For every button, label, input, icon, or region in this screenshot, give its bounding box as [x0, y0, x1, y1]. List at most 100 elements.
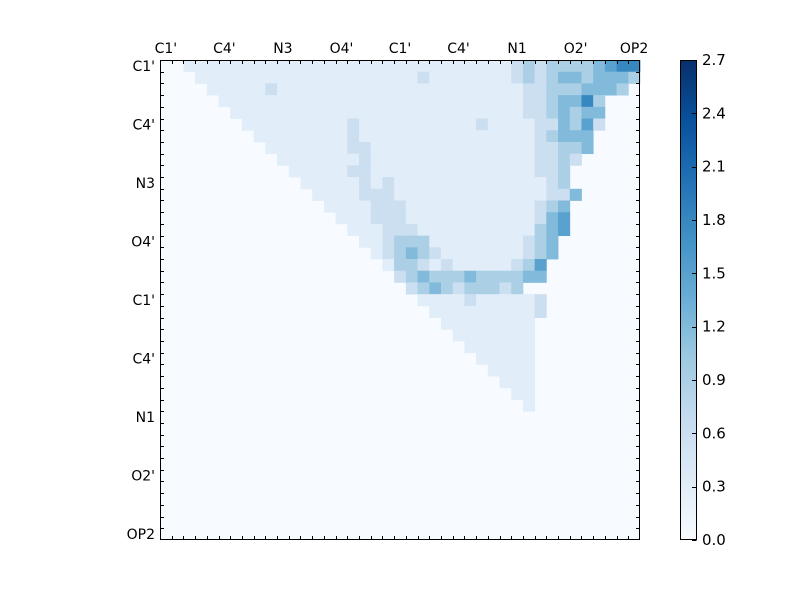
heatmap-cell [464, 223, 477, 237]
heatmap-cell [382, 235, 395, 248]
colorbar-tick-label: 2.1 [702, 158, 726, 176]
heatmap-cell [546, 212, 559, 225]
heatmap-cell [300, 71, 313, 84]
heatmap-cell [370, 106, 383, 119]
heatmap-cell [499, 212, 512, 225]
heatmap-cell [405, 165, 418, 178]
heatmap-cell [452, 270, 465, 283]
heatmap-cell [253, 118, 266, 131]
heatmap-cell [487, 282, 500, 295]
heatmap-cell [452, 60, 465, 73]
heatmap-cell [265, 130, 278, 143]
heatmap-cell [429, 106, 442, 119]
heatmap-cell [604, 71, 617, 84]
heatmap-cell [359, 130, 372, 143]
heatmap-cell [394, 270, 407, 283]
heatmap-cell [534, 83, 547, 96]
heatmap-cell [499, 317, 512, 330]
heatmap-cell [417, 235, 430, 248]
heatmap-cell [534, 141, 547, 155]
heatmap-cell [382, 188, 395, 201]
top-tick-label: C4' [213, 41, 236, 57]
heatmap-cell [277, 60, 290, 73]
heatmap-cell [546, 95, 559, 108]
heatmap-cell [394, 223, 407, 237]
plot-frame [160, 60, 640, 540]
heatmap-cell [511, 141, 524, 155]
heatmap-cell [511, 305, 524, 318]
heatmap-cell [335, 165, 348, 178]
heatmap-cell [546, 235, 559, 248]
heatmap-cell [522, 235, 536, 248]
heatmap-cell [534, 60, 547, 73]
heatmap-cell [499, 270, 512, 283]
heatmap-cell [487, 235, 500, 248]
heatmap-cell [359, 165, 372, 178]
heatmap-cell [476, 83, 489, 96]
heatmap-cell [359, 141, 372, 155]
heatmap-cell [382, 141, 395, 155]
heatmap-cell [534, 305, 547, 318]
heatmap-cell [370, 188, 383, 201]
heatmap-cell [429, 95, 442, 108]
heatmap-cell [581, 60, 594, 73]
heatmap-cell [370, 130, 383, 143]
top-tick-label: C4' [447, 41, 470, 57]
heatmap-cell [253, 71, 266, 84]
heatmap-cell [522, 317, 536, 330]
top-tick-label: O4' [330, 41, 354, 57]
heatmap-cell [195, 71, 208, 84]
heatmap-cell [522, 118, 536, 131]
left-tick-label: N3 [136, 176, 155, 192]
heatmap-cell [616, 60, 629, 73]
top-tick-label: C1' [155, 41, 178, 57]
heatmap-cell [464, 153, 477, 166]
heatmap-cell [464, 212, 477, 225]
heatmap-cell [323, 83, 337, 96]
heatmap-cell [394, 259, 407, 272]
heatmap-cell [359, 95, 372, 108]
heatmap-cell [241, 83, 255, 96]
heatmap-cell [277, 153, 290, 166]
heatmap-cell [429, 153, 442, 166]
heatmap-cell [335, 60, 348, 73]
heatmap-cell [464, 188, 477, 201]
heatmap-cell [440, 83, 454, 96]
heatmap-cell [499, 118, 512, 131]
heatmap-cell [359, 223, 372, 237]
heatmap-cell [511, 95, 524, 108]
heatmap-cell [405, 200, 418, 213]
heatmap-cell [230, 83, 243, 96]
heatmap-cell [359, 71, 372, 84]
heatmap-cell [569, 95, 582, 108]
heatmap-cell [300, 60, 313, 73]
heatmap-cell [382, 106, 395, 119]
heatmap-cell [487, 141, 500, 155]
heatmap-cell [522, 83, 536, 96]
colorbar-tick-label: 1.8 [702, 211, 726, 229]
heatmap-cells [160, 60, 641, 540]
heatmap-cell [394, 118, 407, 131]
heatmap-cell [277, 118, 290, 131]
heatmap-cell [593, 106, 606, 119]
heatmap-cell [347, 177, 360, 190]
heatmap-cell [511, 177, 524, 190]
heatmap-cell [476, 247, 489, 260]
heatmap-cell [277, 141, 290, 155]
heatmap-cell [487, 294, 500, 307]
heatmap-cell [452, 235, 465, 248]
heatmap-cell [558, 212, 571, 225]
left-tick-labels: C1' C4' N3 O4' C1' C4' N1 O2' OP2 [127, 59, 155, 543]
heatmap-cell [394, 141, 407, 155]
heatmap-cell [558, 60, 571, 73]
heatmap-cell [429, 130, 442, 143]
heatmap-cell [487, 83, 500, 96]
heatmap-cell [522, 200, 536, 213]
heatmap-cell [288, 60, 301, 73]
heatmap-cell [206, 60, 219, 73]
heatmap-cell [511, 329, 524, 342]
heatmap-cell [312, 188, 325, 201]
heatmap-cell [464, 247, 477, 260]
colorbar-tick-label: 0.6 [702, 424, 726, 442]
heatmap-cell [487, 247, 500, 260]
